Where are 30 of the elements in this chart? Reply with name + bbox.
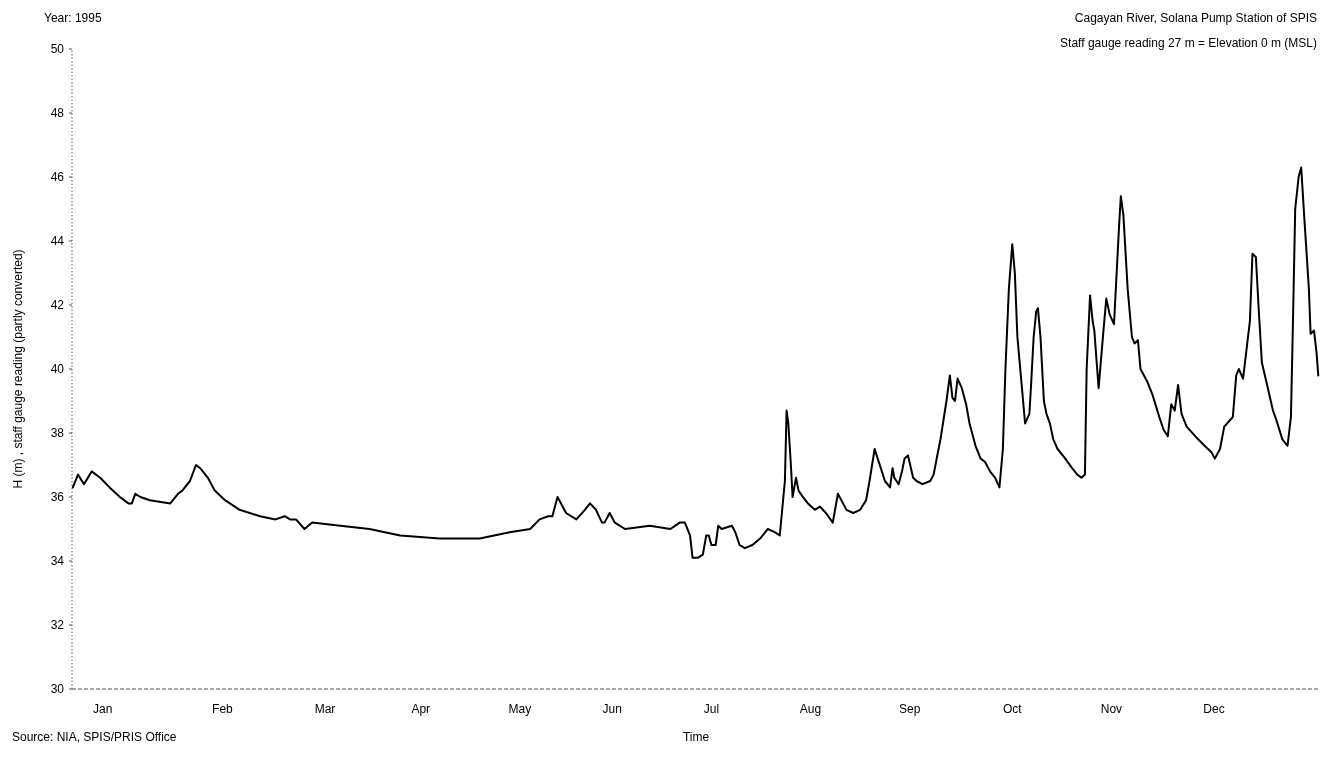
x-tick-label: Aug: [799, 702, 822, 716]
y-tick-label: 30: [50, 682, 65, 697]
x-tick-label: Feb: [212, 702, 234, 716]
y-tick-label: 34: [50, 554, 65, 569]
x-tick-label: Mar: [314, 702, 336, 716]
x-tick-label: Apr: [411, 702, 431, 716]
annotation: Staff gauge reading 27 m = Elevation 0 m (MSL): [1060, 36, 1317, 50]
x-tick-label: Dec: [1203, 702, 1225, 716]
y-tick-label: 40: [50, 362, 65, 377]
x-tick-label: Oct: [1002, 702, 1023, 716]
y-tick-label: 36: [50, 490, 65, 505]
x-tick-label: Jan: [93, 702, 113, 716]
x-tick-label: Jun: [602, 702, 622, 716]
y-tick-label: 32: [50, 618, 65, 633]
x-tick-label: Nov: [1100, 702, 1123, 716]
y-tick-label: 46: [50, 170, 65, 185]
y-tick-label: 42: [50, 298, 65, 313]
x-tick-label: May: [508, 702, 532, 716]
x-tick-label: Jul: [703, 702, 720, 716]
y-axis-title: H (m) , staff gauge reading (partly converted): [11, 249, 25, 489]
chart-subtitle: Cagayan River, Solana Pump Station of SPIS: [1074, 11, 1317, 25]
x-tick-label: Sep: [899, 702, 921, 716]
y-tick-label: 50: [50, 42, 65, 57]
source-note: Source: NIA, SPIS/PRIS Office: [12, 730, 177, 744]
y-tick-label: 38: [50, 426, 65, 441]
line-series: [71, 166, 1320, 559]
chart-title: Year: 1995: [44, 11, 102, 25]
y-tick-label: 48: [50, 106, 65, 121]
y-tick-label: 44: [50, 234, 65, 249]
x-axis-title: Time: [682, 730, 710, 744]
